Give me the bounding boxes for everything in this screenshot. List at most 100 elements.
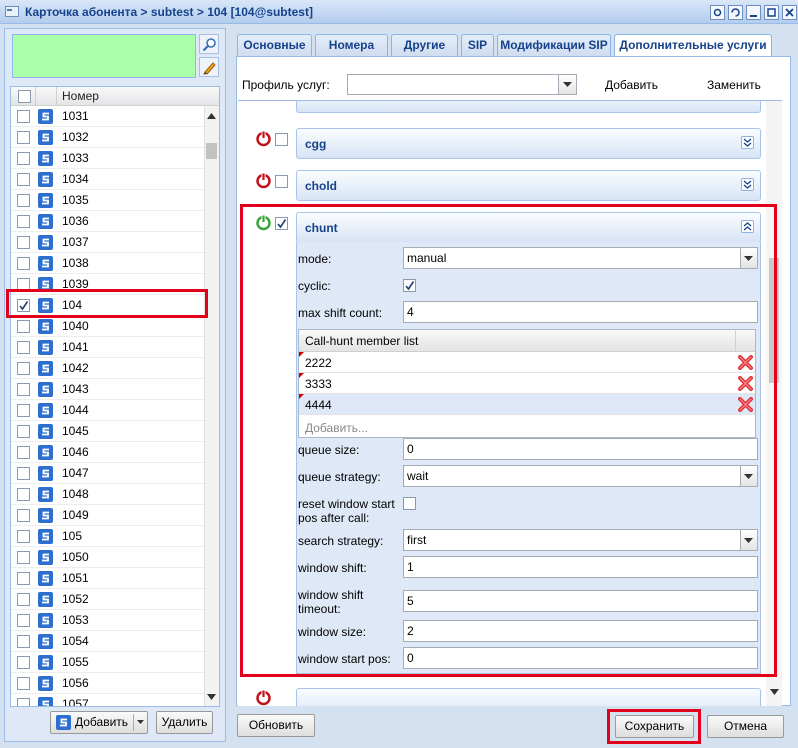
expand-toggle[interactable] xyxy=(741,178,754,191)
member-row[interactable]: 3333 xyxy=(299,373,755,394)
checkbox[interactable] xyxy=(17,110,30,123)
grid-row[interactable]: 1049 xyxy=(11,505,204,526)
checkbox[interactable] xyxy=(17,131,30,144)
input-field[interactable]: 0 xyxy=(403,647,758,669)
checkbox[interactable] xyxy=(17,614,30,627)
save-button[interactable]: Сохранить xyxy=(615,715,694,738)
window-button[interactable] xyxy=(728,5,743,20)
checkbox[interactable] xyxy=(17,551,30,564)
select-field[interactable]: manual xyxy=(403,247,758,269)
grid-row[interactable]: 1034 xyxy=(11,169,204,190)
checkbox[interactable] xyxy=(17,677,30,690)
power-icon[interactable] xyxy=(255,214,272,231)
grid-row[interactable]: 1045 xyxy=(11,421,204,442)
checkbox[interactable] xyxy=(17,341,30,354)
checkbox[interactable] xyxy=(17,173,30,186)
select-field[interactable]: first xyxy=(403,529,758,551)
grid-row[interactable]: 1032 xyxy=(11,127,204,148)
checkbox[interactable] xyxy=(275,133,288,146)
select-field[interactable]: wait xyxy=(403,465,758,487)
grid-row[interactable]: 1036 xyxy=(11,211,204,232)
grid-row[interactable]: 1038 xyxy=(11,253,204,274)
checkbox[interactable] xyxy=(17,509,30,522)
checkbox[interactable] xyxy=(17,593,30,606)
grid-row[interactable]: 1037 xyxy=(11,232,204,253)
power-icon[interactable] xyxy=(255,130,272,147)
cancel-button[interactable]: Отмена xyxy=(707,715,784,738)
checkbox[interactable] xyxy=(17,467,30,480)
input-field[interactable]: 4 xyxy=(403,301,758,323)
power-icon[interactable] xyxy=(255,689,272,706)
checkbox[interactable] xyxy=(17,446,30,459)
scroll-down[interactable] xyxy=(770,689,779,695)
grid-row[interactable]: 1050 xyxy=(11,547,204,568)
expand-toggle[interactable] xyxy=(741,220,754,233)
grid-row[interactable]: 1054 xyxy=(11,631,204,652)
refresh-button[interactable]: Обновить xyxy=(237,714,315,737)
grid-row[interactable]: 105 xyxy=(11,526,204,547)
window-button[interactable] xyxy=(782,5,797,20)
input-field[interactable]: 0 xyxy=(403,438,758,460)
grid-row[interactable]: 1040 xyxy=(11,316,204,337)
checkbox[interactable] xyxy=(17,698,30,706)
checkbox[interactable] xyxy=(17,425,30,438)
grid-row[interactable]: 1047 xyxy=(11,463,204,484)
grid-row[interactable]: 1056 xyxy=(11,673,204,694)
grid-row[interactable]: 1031 xyxy=(11,106,204,127)
checkbox[interactable] xyxy=(275,175,288,188)
tab[interactable]: Номера xyxy=(315,34,388,57)
grid-row[interactable]: 1042 xyxy=(11,358,204,379)
window-button[interactable] xyxy=(764,5,779,20)
profile-add[interactable]: Добавить xyxy=(605,78,659,92)
member-row[interactable]: 2222 xyxy=(299,352,755,373)
window-button[interactable] xyxy=(746,5,761,20)
grid-row[interactable]: 1053 xyxy=(11,610,204,631)
search-button[interactable] xyxy=(199,34,219,54)
grid-row[interactable]: 1057 xyxy=(11,694,204,706)
edit-button[interactable] xyxy=(199,57,219,77)
grid-row[interactable]: 1041 xyxy=(11,337,204,358)
add-button[interactable]: Добавить xyxy=(50,711,148,734)
checkbox[interactable] xyxy=(17,572,30,585)
tab[interactable]: Другие xyxy=(391,34,458,57)
checkbox[interactable] xyxy=(17,656,30,669)
member-row[interactable]: 4444 xyxy=(299,394,755,415)
checkbox[interactable] xyxy=(17,383,30,396)
profile-select[interactable] xyxy=(347,74,577,95)
member-add[interactable]: Добавить... xyxy=(305,421,369,435)
checkbox[interactable] xyxy=(17,299,30,312)
input-field[interactable]: 5 xyxy=(403,590,758,612)
checkbox[interactable] xyxy=(17,404,30,417)
tab[interactable]: SIP xyxy=(461,34,494,57)
checkbox[interactable] xyxy=(17,320,30,333)
checkbox[interactable] xyxy=(403,279,416,292)
grid-row[interactable]: 1055 xyxy=(11,652,204,673)
checkbox[interactable] xyxy=(17,236,30,249)
checkbox[interactable] xyxy=(17,215,30,228)
grid-row[interactable]: 1046 xyxy=(11,442,204,463)
grid-row[interactable]: 1052 xyxy=(11,589,204,610)
tab[interactable]: Основные xyxy=(237,34,312,57)
checkbox[interactable] xyxy=(17,152,30,165)
checkbox[interactable] xyxy=(18,90,31,103)
delete-button[interactable]: Удалить xyxy=(156,711,213,734)
checkbox[interactable] xyxy=(275,217,288,230)
checkbox[interactable] xyxy=(17,257,30,270)
tab[interactable]: Дополнительные услуги xyxy=(614,34,772,57)
add-dropdown[interactable] xyxy=(137,720,144,724)
checkbox[interactable] xyxy=(17,530,30,543)
delete-icon[interactable] xyxy=(738,376,753,391)
grid-row[interactable]: 1033 xyxy=(11,148,204,169)
grid-row[interactable]: 1048 xyxy=(11,484,204,505)
window-button[interactable] xyxy=(710,5,725,20)
profile-replace[interactable]: Заменить xyxy=(707,78,761,92)
checkbox[interactable] xyxy=(17,362,30,375)
input-field[interactable]: 1 xyxy=(403,556,758,578)
scroll-thumb[interactable] xyxy=(206,143,217,159)
delete-icon[interactable] xyxy=(738,355,753,370)
checkbox[interactable] xyxy=(17,488,30,501)
grid-row[interactable]: 1043 xyxy=(11,379,204,400)
checkbox[interactable] xyxy=(403,497,416,510)
expand-toggle[interactable] xyxy=(741,136,754,149)
power-icon[interactable] xyxy=(255,172,272,189)
